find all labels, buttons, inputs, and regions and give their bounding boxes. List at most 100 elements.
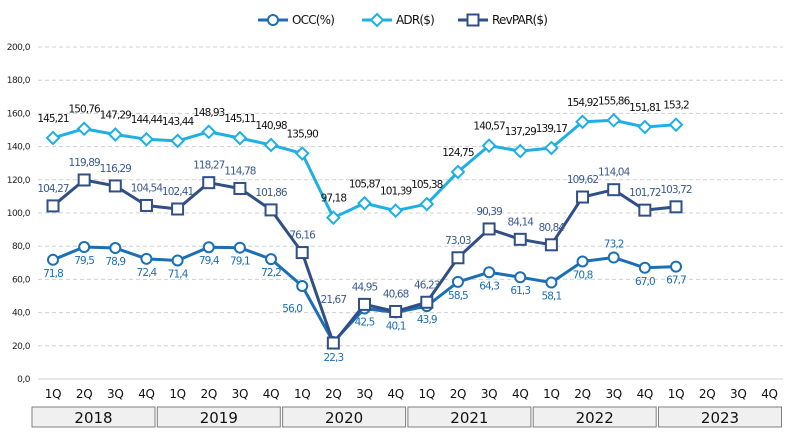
rev-data-label: 104,54 bbox=[131, 182, 164, 194]
adr-marker bbox=[606, 112, 622, 128]
rev-data-label: 114,04 bbox=[598, 167, 631, 179]
rev-marker bbox=[576, 190, 590, 204]
adr-data-label: 155,86 bbox=[598, 95, 631, 107]
rev-data-label: 40,68 bbox=[383, 288, 409, 300]
rev-data-label: 80,84 bbox=[539, 222, 566, 234]
rev-data-label: 103,72 bbox=[660, 184, 692, 196]
adr-data-label: 140,98 bbox=[255, 120, 287, 132]
adr-data-label: 105,38 bbox=[411, 179, 443, 191]
rev-marker bbox=[358, 297, 371, 311]
occ-data-label: 43,9 bbox=[417, 314, 437, 326]
x-tick-label: 3Q bbox=[605, 387, 621, 401]
rev-marker bbox=[233, 181, 247, 195]
adr-data-label: 124,75 bbox=[442, 147, 474, 159]
year-group-label: 2020 bbox=[325, 409, 363, 427]
x-tick-label: 2Q bbox=[574, 387, 590, 401]
adr-data-label: 154,92 bbox=[567, 97, 599, 109]
x-tick-label: 4Q bbox=[263, 387, 279, 401]
adr-marker bbox=[325, 210, 341, 226]
adr-marker bbox=[45, 130, 61, 146]
adr-marker bbox=[357, 195, 372, 211]
y-axis: 0,0 20,0 40,0 60,0 80,0 100,0 120,0 140,0 160,0 1… bbox=[7, 43, 32, 385]
x-tick-label: 2Q bbox=[201, 387, 217, 401]
x-tick-label: 1Q bbox=[543, 387, 559, 401]
occ-marker bbox=[451, 275, 464, 288]
occ-data-label: 79,4 bbox=[199, 255, 220, 267]
occ-data-label: 70,8 bbox=[573, 269, 593, 281]
rev-data-label: 118,27 bbox=[193, 160, 225, 172]
occ-marker bbox=[171, 254, 184, 267]
occ-data-label: 72,2 bbox=[261, 267, 281, 279]
adr-data-label: 150,76 bbox=[68, 104, 101, 116]
year-group-box bbox=[31, 406, 156, 428]
rev-data-label: 44,95 bbox=[352, 281, 378, 293]
x-tick-label: 2Q bbox=[76, 387, 92, 401]
occ-marker bbox=[545, 276, 558, 289]
rev-data-label: 84,14 bbox=[507, 216, 534, 228]
x-tick-label: 3Q bbox=[481, 387, 497, 401]
occ-data-label: 58,5 bbox=[448, 290, 468, 302]
rev-marker bbox=[607, 183, 621, 197]
occ-data-label: 67,0 bbox=[635, 276, 655, 288]
adr-data-label: 101,39 bbox=[380, 186, 412, 198]
series-group bbox=[45, 112, 684, 350]
adr-marker bbox=[575, 114, 590, 130]
y-tick-label: 40,0 bbox=[12, 309, 31, 319]
occ-marker bbox=[638, 261, 651, 274]
rev-data-label: 73,03 bbox=[445, 235, 471, 247]
occ-data-label: 40,1 bbox=[386, 320, 406, 332]
adr-data-label: 97,18 bbox=[321, 193, 347, 205]
rev-marker bbox=[669, 200, 683, 214]
x-tick-label: 1Q bbox=[169, 387, 185, 401]
x-tick-label: 4Q bbox=[761, 387, 777, 401]
adr-data-label: 139,17 bbox=[536, 123, 568, 135]
legend: OCC(%) ADR($) RevPAR($) bbox=[258, 12, 548, 28]
rev-data-label: 21,67 bbox=[321, 294, 347, 306]
year-group-box bbox=[532, 406, 657, 428]
adr-marker bbox=[419, 196, 435, 212]
adr-marker bbox=[543, 140, 559, 156]
occ-data-label: 64,3 bbox=[479, 280, 499, 292]
rev-marker bbox=[295, 246, 309, 260]
occ-data-label: 56,0 bbox=[282, 303, 302, 315]
x-tick-label: 3Q bbox=[356, 387, 372, 401]
x-tick-label: 2Q bbox=[450, 387, 466, 401]
occ-data-label: 79,5 bbox=[74, 255, 94, 267]
x-tick-label: 2Q bbox=[325, 387, 341, 401]
rev-marker bbox=[544, 238, 558, 252]
diamond-marker-icon bbox=[369, 12, 385, 28]
occ-marker bbox=[576, 255, 589, 268]
adr-marker bbox=[481, 138, 497, 154]
y-tick-label: 60,0 bbox=[12, 275, 31, 285]
rev-marker bbox=[513, 232, 527, 246]
adr-marker bbox=[139, 131, 154, 147]
y-tick-label: 200,0 bbox=[7, 43, 31, 53]
x-tick-label: 1Q bbox=[668, 387, 684, 401]
x-tick-label: 3Q bbox=[730, 387, 746, 401]
occ-data-label: 79,1 bbox=[230, 256, 250, 268]
rev-marker bbox=[451, 251, 465, 265]
adr-marker bbox=[170, 133, 186, 149]
occ-data-label: 58,1 bbox=[542, 291, 562, 303]
adr-marker bbox=[76, 121, 92, 137]
adr-marker bbox=[668, 117, 684, 133]
rev-marker bbox=[638, 203, 652, 217]
occ-marker bbox=[483, 266, 496, 279]
occ-marker bbox=[109, 242, 122, 255]
occ-data-label: 22,3 bbox=[323, 352, 343, 364]
occ-marker bbox=[140, 252, 153, 265]
circle-marker-icon bbox=[267, 14, 279, 26]
rev-data-label: 76,16 bbox=[289, 230, 316, 242]
adr-marker bbox=[450, 164, 466, 180]
rev-marker bbox=[482, 222, 496, 236]
rev-data-label: 119,89 bbox=[68, 157, 100, 169]
y-tick-label: 0,0 bbox=[17, 375, 31, 385]
y-tick-label: 80,0 bbox=[12, 242, 31, 252]
occ-marker bbox=[265, 253, 278, 266]
rev-data-label: 101,72 bbox=[629, 187, 661, 199]
rev-data-label: 116,29 bbox=[100, 163, 132, 175]
adr-data-label: 147,29 bbox=[100, 109, 132, 121]
occ-marker bbox=[78, 241, 91, 254]
occ-marker bbox=[233, 241, 246, 254]
